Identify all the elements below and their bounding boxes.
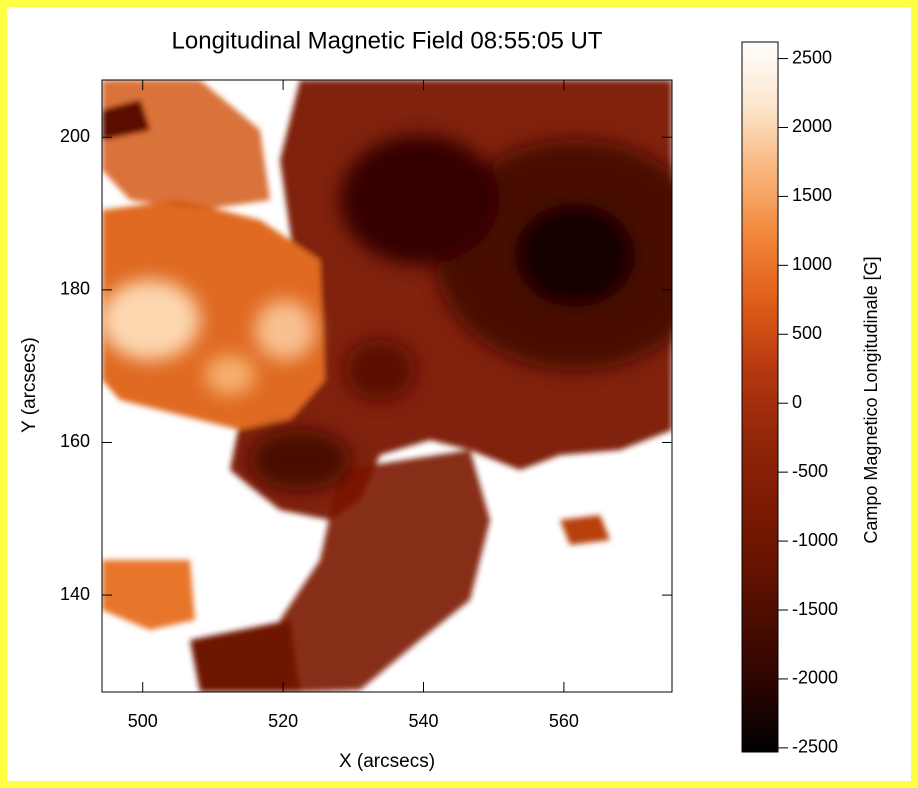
colorbar-tick-label: 2500 [792, 47, 832, 67]
chart-title: Longitudinal Magnetic Field 08:55:05 UT [172, 27, 603, 54]
y-tick-label: 160 [60, 431, 90, 451]
y-tick-label: 140 [60, 584, 90, 604]
x-axis-label: X (arcsecs) [339, 751, 435, 772]
y-tick-label: 180 [60, 279, 90, 299]
colorbar-tick-label: 0 [792, 392, 802, 412]
colorbar-label: Campo Magnetico Longitudinale [G] [861, 256, 881, 543]
colorbar-tick-label: -1000 [792, 530, 838, 550]
magnetogram [102, 80, 672, 692]
x-tick-label: 520 [268, 711, 298, 731]
colorbar-tick-label: -2500 [792, 737, 838, 757]
y-axis-label: Y (arcsecs) [19, 337, 40, 433]
colorbar-tick-label: 1000 [792, 254, 832, 274]
x-tick-label: 500 [128, 711, 158, 731]
colorbar-tick-label: -1500 [792, 599, 838, 619]
colorbar-tick-label: 500 [792, 323, 822, 343]
x-tick-label: 540 [408, 711, 438, 731]
colorbar [741, 41, 779, 753]
colorbar-tick-label: -2000 [792, 668, 838, 688]
plot-frame [101, 79, 673, 693]
x-tick-label: 560 [549, 711, 579, 731]
colorbar-tick-label: 2000 [792, 116, 832, 136]
colorbar-tick-label: 1500 [792, 185, 832, 205]
y-tick-label: 200 [60, 126, 90, 146]
colorbar-tick-label: -500 [792, 461, 828, 481]
